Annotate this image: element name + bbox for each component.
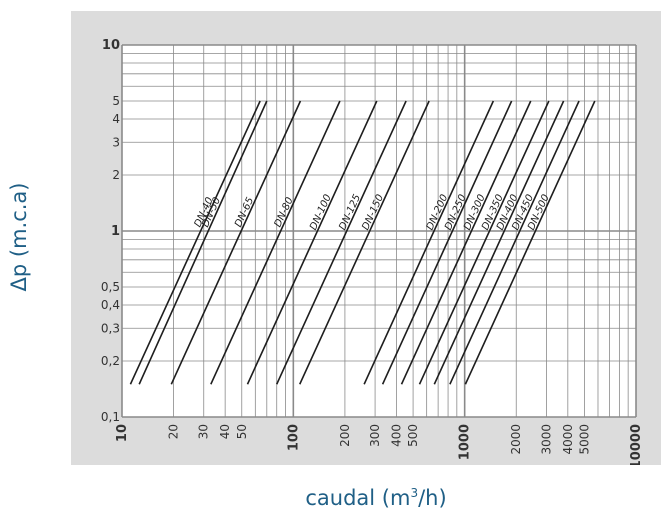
x-axis-label-end: /h) [418,486,447,510]
x-tick-label: 10 [115,424,130,442]
x-tick-label: 5000 [577,424,591,455]
chart-svg: 0,1 0,2 0,3 0,4 0,5 1 2 3 4 5 10 10 20 30 40 50 100 200 30… [101,38,644,465]
x-tick-label: 300 [368,424,382,447]
series-line [449,100,580,385]
series-line [246,100,378,385]
series-line [276,100,407,385]
x-tick-label: 500 [406,424,420,447]
x-axis-label-main: caudal (m [305,486,411,510]
x-tick-label: 40 [218,424,232,439]
y-tick-label: 5 [112,94,120,108]
x-tick-label: 4000 [561,424,575,455]
y-tick-label: 0,5 [101,280,120,294]
x-tick-label: 10000 [629,424,644,465]
gridlines [121,44,637,418]
x-tick-label: 100 [286,424,301,451]
y-tick-label: 1 [111,224,120,239]
x-tick-label: 2000 [509,424,523,455]
x-tick-label: 50 [235,424,249,439]
x-tick-label: 400 [389,424,403,447]
chart-panel: 0,1 0,2 0,3 0,4 0,5 1 2 3 4 5 10 10 20 30 40 50 100 200 30… [71,11,661,465]
y-tick-label: 4 [112,112,120,126]
series-line [464,100,596,385]
x-tick-label: 200 [338,424,352,447]
x-axis-label-superscript: 3 [410,486,419,500]
x-axis-label: caudal (m3/h) [305,486,446,510]
series-line [363,100,495,385]
x-tick-label: 30 [197,424,211,439]
series-line [170,100,302,385]
x-tick-label: 20 [167,424,181,439]
y-tick-label: 2 [112,168,120,182]
y-axis-label: Δp (m.c.a) [7,182,31,292]
series-line [400,100,532,385]
y-tick-label: 3 [112,135,120,149]
series-line [433,100,565,385]
x-tick-label: 3000 [539,424,553,455]
y-tick-label: 0,3 [101,321,120,335]
y-tick-label: 0,4 [101,298,120,312]
y-tick-label: 0,2 [101,354,120,368]
x-tick-label: 1000 [458,424,473,460]
series-line [210,100,341,385]
y-tick-label: 10 [102,38,120,53]
series-line [299,100,430,385]
series-line [381,100,513,385]
y-tick-label: 0,1 [101,410,120,424]
series-line [129,100,261,385]
series-line [138,100,268,385]
series-line [418,100,550,385]
